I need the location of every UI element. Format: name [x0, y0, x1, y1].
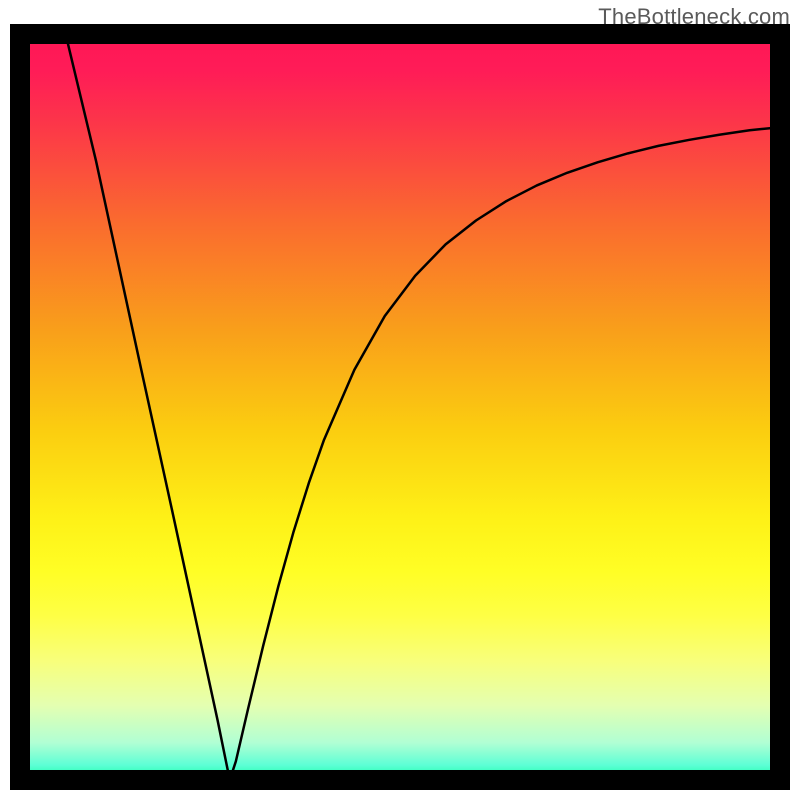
chart-svg: [0, 0, 800, 800]
watermark-text: TheBottleneck.com: [598, 4, 790, 30]
chart-container: TheBottleneck.com: [0, 0, 800, 800]
chart-background: [20, 34, 780, 780]
